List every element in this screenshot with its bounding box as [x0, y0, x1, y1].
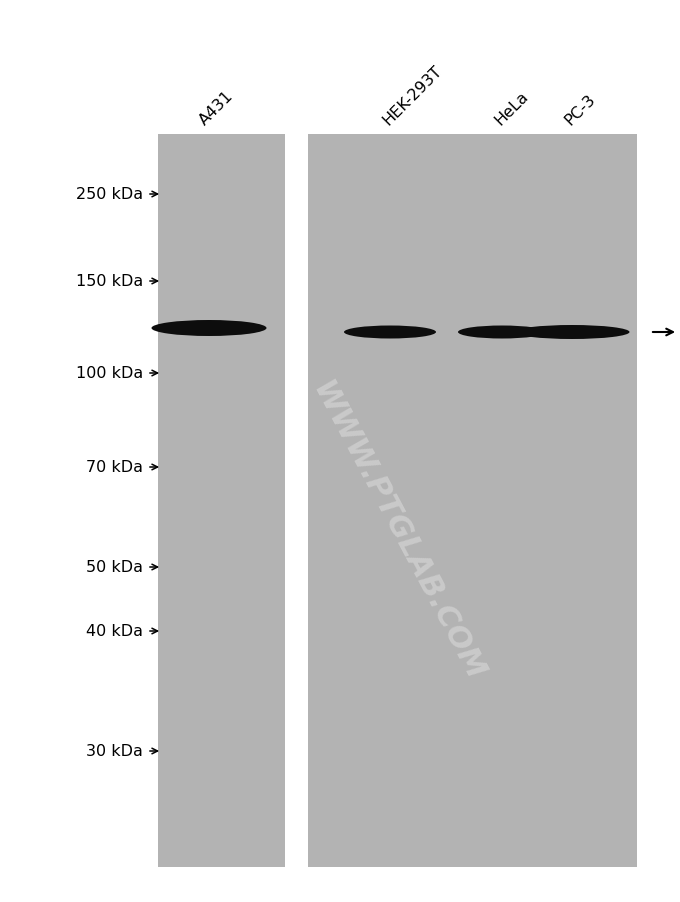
Bar [158, 135, 285, 867]
Text: 50 kDa: 50 kDa [86, 560, 143, 575]
Text: HEK-293T: HEK-293T [379, 63, 445, 128]
Ellipse shape [344, 327, 436, 339]
Text: HeLa: HeLa [492, 88, 531, 128]
Ellipse shape [152, 320, 267, 336]
Text: 40 kDa: 40 kDa [86, 624, 143, 639]
Ellipse shape [458, 327, 546, 339]
Text: WWW.PTGLAB.COM: WWW.PTGLAB.COM [306, 377, 489, 686]
Text: 100 kDa: 100 kDa [75, 366, 143, 381]
Text: 70 kDa: 70 kDa [86, 460, 143, 475]
Text: 250 kDa: 250 kDa [76, 188, 143, 202]
Text: PC-3: PC-3 [562, 91, 598, 128]
Ellipse shape [200, 328, 258, 335]
Text: 150 kDa: 150 kDa [75, 274, 143, 290]
Text: A431: A431 [197, 88, 236, 128]
Bar [308, 135, 637, 867]
Ellipse shape [515, 326, 630, 340]
Text: 30 kDa: 30 kDa [86, 743, 143, 759]
